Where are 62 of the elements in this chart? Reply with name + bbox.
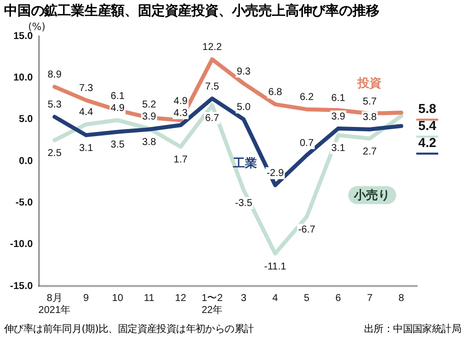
data-label: 3.9 <box>331 111 346 122</box>
y-tick-label: 0.0 <box>18 156 34 167</box>
chart-title: 中国の鉱工業生産額、固定資産投資、小売売上高伸び率の推移 <box>3 2 380 21</box>
y-tick-label: -5.0 <box>16 197 34 208</box>
x-tick-label: 11 <box>144 292 155 304</box>
y-tick-label: 15.0 <box>13 30 34 42</box>
data-label: 5.3 <box>48 100 62 111</box>
x-tick-label: 12 <box>175 292 187 304</box>
data-label: 4.3 <box>174 108 188 119</box>
x-tick-label: 4 <box>272 292 278 304</box>
series-label: 工業 <box>232 156 258 170</box>
data-label: 4.9 <box>110 102 125 114</box>
x-tick-label: 3 <box>240 292 247 304</box>
x-tick-label: 6 <box>335 292 342 304</box>
data-label: -3.5 <box>235 198 253 209</box>
x-tick-label: 10 <box>112 292 124 304</box>
text: 伸び率は前年同月(期)比、固定資産投資は年初からの累計 <box>4 322 254 337</box>
data-label: 6.1 <box>110 90 125 102</box>
y-tick-label: -10.0 <box>10 239 34 250</box>
x-tick-label: 7 <box>366 292 373 304</box>
data-label: 6.8 <box>268 87 283 98</box>
data-label: 3.1 <box>79 142 94 154</box>
data-label: -11.1 <box>264 261 287 272</box>
data-label: 3.9 <box>142 111 156 122</box>
y-tick-label: 10.0 <box>13 72 34 84</box>
data-label: 8.9 <box>48 70 62 81</box>
data-label: 3.8 <box>142 137 156 148</box>
data-label: 2.7 <box>362 146 378 158</box>
data-label: 6.7 <box>205 112 220 124</box>
x-tick-label: 1〜2 22年 <box>202 292 224 316</box>
data-label: 3.5 <box>110 140 125 151</box>
data-label: 6.1 <box>331 92 346 104</box>
data-label: 7.3 <box>79 82 94 94</box>
y-axis-title: (%) <box>28 22 46 33</box>
data-label: 4.9 <box>174 96 188 107</box>
data-label: 5.2 <box>142 99 156 110</box>
data-label: 5.8 <box>418 101 436 116</box>
data-label: 12.2 <box>202 42 222 54</box>
data-label: 3.1 <box>331 142 346 154</box>
data-label: 6.2 <box>300 92 314 104</box>
data-label: 1.7 <box>174 154 188 166</box>
text: 出所：中国国家統計局 <box>364 322 461 337</box>
text: 小売り <box>353 188 390 202</box>
series-label: 投資 <box>356 76 382 90</box>
x-tick-label: 9 <box>83 292 90 304</box>
data-label: 7.5 <box>205 81 220 92</box>
data-label: 2.5 <box>48 148 62 159</box>
data-label: -6.7 <box>298 224 316 236</box>
x-tick-label: 8月 2021年 <box>38 292 71 316</box>
data-label: 5.4 <box>418 118 438 134</box>
y-tick-label: 5.0 <box>18 114 34 126</box>
data-label: 9.3 <box>236 66 252 78</box>
data-label: 5.0 <box>236 102 252 114</box>
data-label: -2.9 <box>266 168 284 179</box>
data-label: 3.8 <box>362 112 378 124</box>
x-tick-label: 8 <box>398 292 404 304</box>
x-tick-label: 5 <box>304 292 310 304</box>
data-label: 5.7 <box>362 96 378 108</box>
data-label: 4.4 <box>79 107 94 118</box>
y-tick-label: -15.0 <box>10 280 34 292</box>
data-label: 0.7 <box>300 138 314 149</box>
data-label: 4.2 <box>418 135 436 150</box>
